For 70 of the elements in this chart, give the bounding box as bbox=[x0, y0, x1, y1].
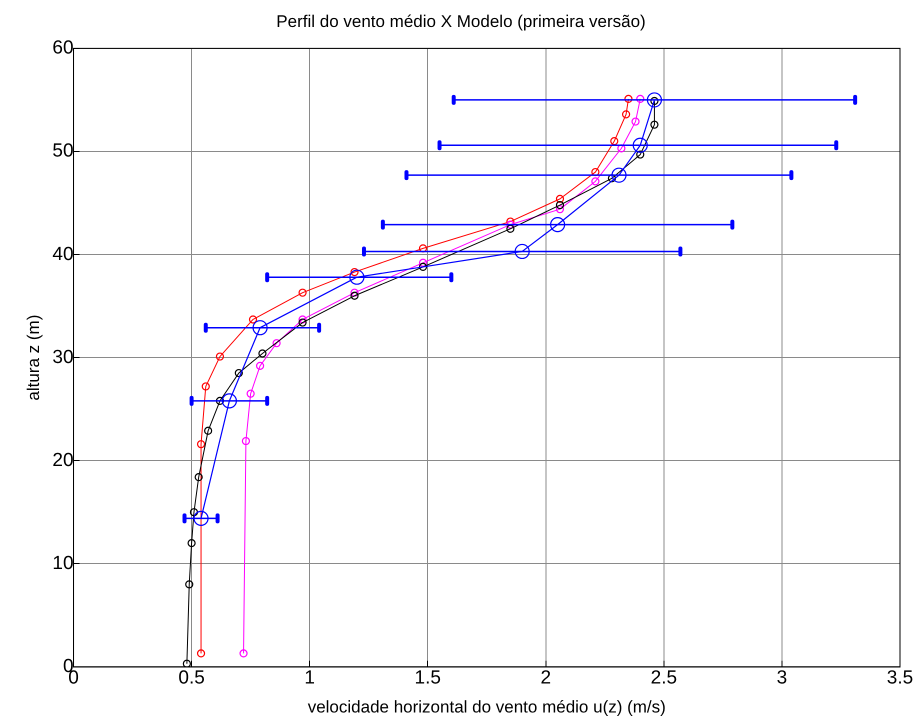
x-tick-label: 0.5 bbox=[178, 667, 205, 688]
point bbox=[196, 649, 206, 658]
point bbox=[193, 510, 209, 526]
point bbox=[617, 144, 626, 152]
point bbox=[196, 440, 206, 448]
x-tick-label: 2 bbox=[540, 667, 552, 688]
point bbox=[610, 137, 618, 146]
point bbox=[556, 194, 564, 203]
y-tick-label: 60 bbox=[52, 38, 74, 59]
point bbox=[298, 315, 307, 324]
point bbox=[631, 117, 640, 126]
point bbox=[636, 150, 644, 159]
x-tick-label: 2.5 bbox=[650, 667, 678, 688]
point bbox=[556, 205, 564, 214]
point bbox=[611, 168, 627, 183]
point bbox=[252, 320, 268, 336]
point bbox=[190, 508, 198, 516]
point bbox=[242, 436, 250, 446]
point bbox=[258, 349, 267, 358]
point bbox=[591, 177, 600, 186]
point bbox=[298, 288, 307, 297]
point bbox=[216, 396, 224, 405]
point bbox=[239, 649, 248, 658]
point bbox=[591, 168, 600, 176]
point bbox=[185, 580, 194, 588]
point bbox=[608, 174, 616, 182]
point bbox=[182, 660, 191, 667]
point bbox=[248, 315, 258, 324]
point bbox=[246, 390, 255, 398]
point bbox=[272, 339, 281, 348]
point bbox=[506, 217, 514, 226]
point bbox=[222, 393, 237, 408]
point bbox=[418, 258, 428, 267]
point bbox=[256, 362, 264, 370]
x-tick-label: 3 bbox=[776, 667, 788, 688]
y-tick-label: 30 bbox=[52, 346, 74, 368]
x-tick-label: 1 bbox=[304, 667, 315, 688]
point bbox=[350, 268, 359, 276]
point bbox=[350, 288, 359, 297]
point bbox=[622, 110, 630, 118]
point bbox=[349, 270, 364, 285]
point bbox=[418, 262, 428, 271]
point bbox=[636, 94, 644, 104]
point bbox=[298, 318, 307, 327]
point bbox=[556, 200, 564, 210]
point bbox=[632, 138, 648, 153]
chart-title: Perfil do vento médio X Modelo (primeira versão) bbox=[276, 12, 646, 31]
point bbox=[514, 244, 530, 260]
point bbox=[202, 382, 210, 391]
point bbox=[350, 292, 359, 300]
y-tick-label: 20 bbox=[52, 450, 74, 471]
point bbox=[550, 217, 566, 232]
point bbox=[216, 352, 224, 361]
point bbox=[624, 94, 633, 104]
y-tick-label: 40 bbox=[52, 244, 74, 265]
point bbox=[234, 368, 243, 378]
y-tick-label: 10 bbox=[52, 552, 74, 574]
point bbox=[506, 220, 514, 229]
point bbox=[204, 426, 212, 435]
x-axis-title: velocidade horizontal do vento médio u(z) (m/s) bbox=[308, 697, 666, 716]
y-tick-label: 50 bbox=[52, 140, 74, 162]
y-axis-title: altura z (m) bbox=[24, 314, 43, 401]
x-tick-label: 1.5 bbox=[414, 667, 441, 688]
point bbox=[194, 473, 203, 482]
point bbox=[650, 120, 659, 129]
x-tick-label: 3.5 bbox=[886, 667, 914, 688]
point bbox=[646, 92, 662, 108]
point bbox=[506, 224, 514, 233]
point bbox=[418, 244, 428, 252]
point bbox=[188, 539, 196, 548]
